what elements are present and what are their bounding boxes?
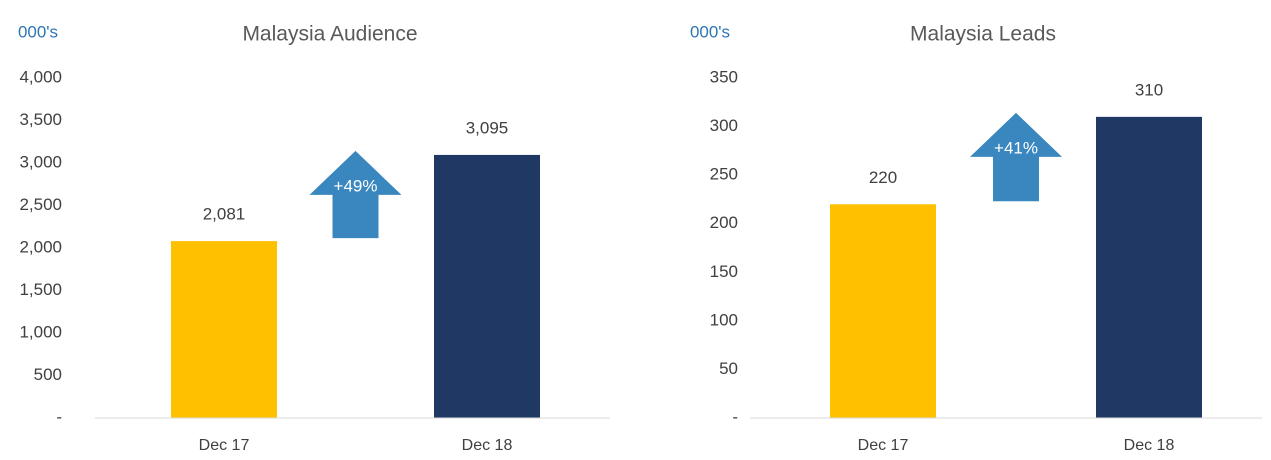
value-label: 3,095 bbox=[466, 118, 509, 137]
y-tick-label: 4,000 bbox=[19, 67, 62, 86]
y-tick-label: 2,000 bbox=[19, 237, 62, 256]
y-tick-label: 3,000 bbox=[19, 152, 62, 171]
y-tick-label: 350 bbox=[710, 67, 738, 86]
chart-title: Malaysia Audience bbox=[242, 23, 417, 46]
bar bbox=[171, 241, 277, 418]
y-tick-label: 200 bbox=[710, 213, 738, 232]
annotation: +49% bbox=[334, 176, 378, 195]
y-tick-label: - bbox=[732, 407, 738, 426]
bar bbox=[434, 154, 540, 419]
y-unit: 000's bbox=[690, 22, 730, 41]
annotation: +41% bbox=[994, 138, 1038, 157]
x-tick-label: Dec 17 bbox=[199, 437, 250, 454]
value-label: 220 bbox=[869, 168, 897, 187]
y-tick-label: 2,500 bbox=[19, 195, 62, 214]
y-tick-label: 1,000 bbox=[19, 322, 62, 341]
y-tick-label: 300 bbox=[710, 116, 738, 135]
bar bbox=[1096, 116, 1202, 418]
bar bbox=[830, 204, 936, 418]
y-tick-label: - bbox=[56, 407, 62, 426]
y-tick-label: 500 bbox=[34, 365, 62, 384]
x-tick-label: Dec 17 bbox=[858, 437, 909, 454]
growth-arrow bbox=[309, 150, 402, 239]
y-tick-label: 100 bbox=[710, 310, 738, 329]
y-tick-label: 250 bbox=[710, 165, 738, 184]
value-label: 2,081 bbox=[203, 205, 246, 224]
chart: 000's Malaysia Leads - 50 100 150 200 250 300 350… bbox=[690, 22, 1262, 454]
y-tick-label: 150 bbox=[710, 262, 738, 281]
y-tick-label: 3,500 bbox=[19, 110, 62, 129]
x-tick-label: Dec 18 bbox=[1124, 437, 1175, 454]
growth-arrow bbox=[970, 112, 1062, 202]
value-label: 310 bbox=[1135, 80, 1163, 99]
y-unit: 000's bbox=[18, 22, 58, 41]
chart-title: Malaysia Leads bbox=[910, 23, 1056, 46]
y-tick-label: 1,500 bbox=[19, 280, 62, 299]
y-tick-label: 50 bbox=[719, 359, 738, 378]
chart: 000's Malaysia Audience - 500 1,000 1,500 2,00… bbox=[18, 22, 610, 454]
x-tick-label: Dec 18 bbox=[462, 437, 513, 454]
